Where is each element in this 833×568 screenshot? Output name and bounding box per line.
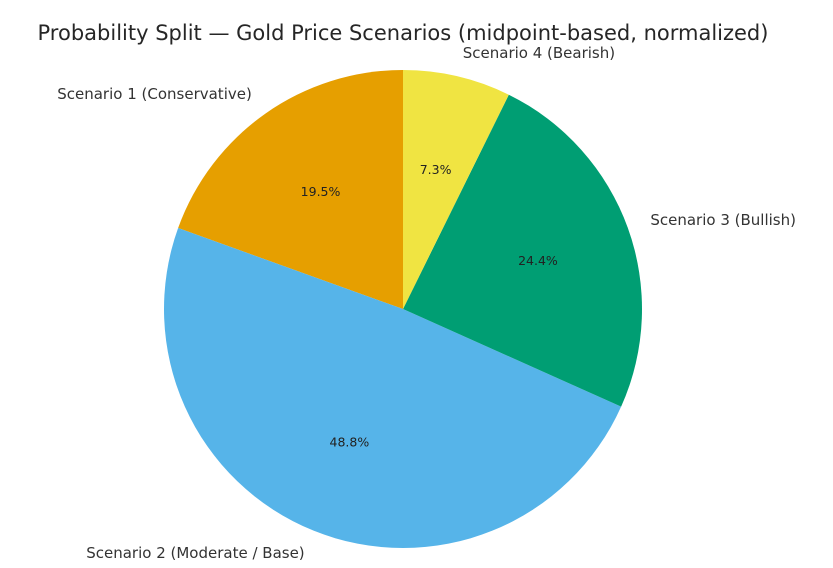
percentage-labels: 19.5% 48.8% 24.4% 7.3% [301, 162, 558, 450]
chart-title: Probability Split — Gold Price Scenarios… [38, 21, 769, 45]
pct-label-scenario-1-conservative: 19.5% [301, 184, 341, 199]
pct-label-scenario-3-bullish: 24.4% [518, 253, 558, 268]
pie-slice-scenario-3-bullish [403, 94, 642, 407]
pie-slice-scenario-4-bearish [403, 70, 509, 309]
category-label-scenario-1-conservative: Scenario 1 (Conservative) [57, 85, 252, 103]
pct-label-scenario-4-bearish: 7.3% [420, 162, 452, 177]
pie-slice-scenario-2-moderate-base [164, 228, 622, 548]
category-label-scenario-4-bearish: Scenario 4 (Bearish) [463, 44, 615, 62]
category-label-scenario-3-bullish: Scenario 3 (Bullish) [650, 211, 796, 229]
pie-slice-scenario-1-conservative [178, 70, 403, 309]
category-labels: Scenario 1 (Conservative) Scenario 2 (Mod… [57, 44, 796, 562]
category-label-scenario-2-moderate-base: Scenario 2 (Moderate / Base) [86, 544, 304, 562]
pie-slices [164, 70, 642, 548]
pct-label-scenario-2-moderate-base: 48.8% [330, 434, 370, 449]
